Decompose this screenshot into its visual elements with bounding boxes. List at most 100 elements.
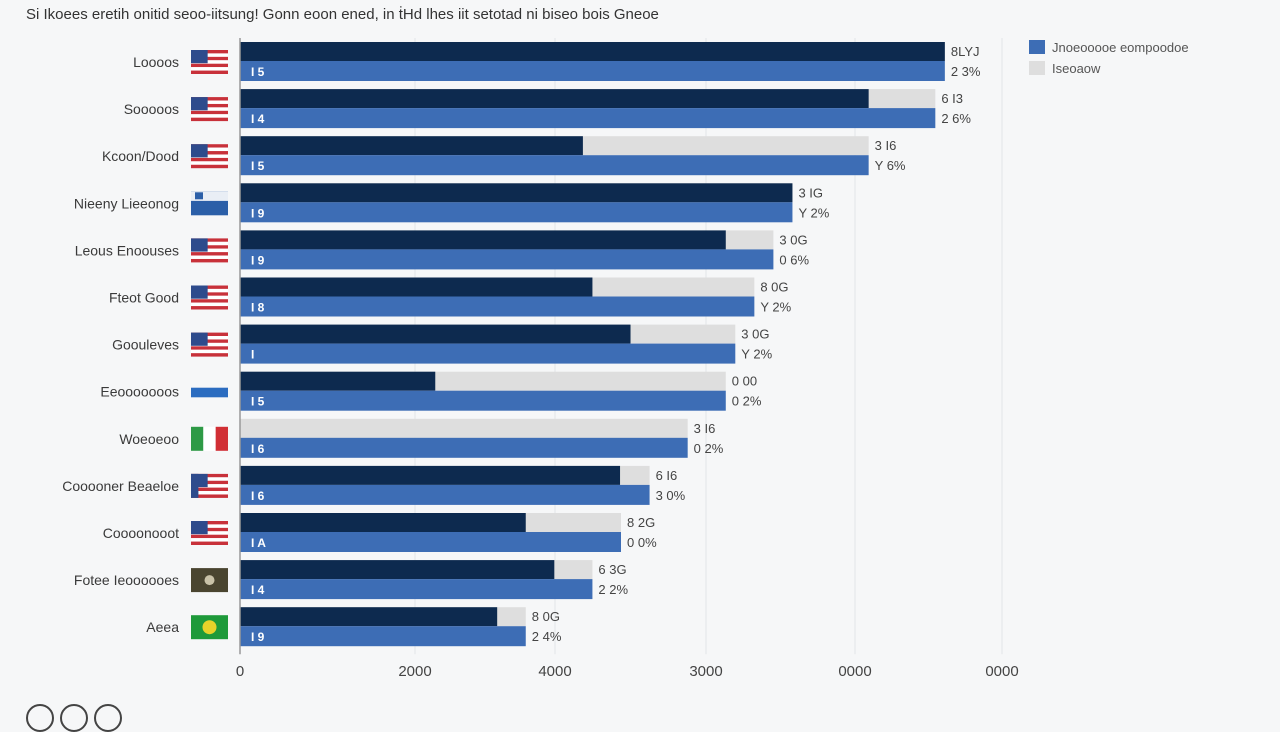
bar-blue (240, 249, 774, 270)
bar-total (240, 418, 688, 438)
bar-value-label: 6 I3 (941, 91, 963, 106)
bar-dark (240, 42, 945, 61)
bar-value-label: 3 I6 (694, 421, 716, 436)
x-tick-label: 4000 (538, 663, 571, 680)
bar-inner-label: I 5 (251, 159, 265, 173)
x-tick-label: 3000 (689, 663, 722, 680)
category-label: Eeooooooos (100, 384, 179, 400)
bar-inner-label: I 5 (251, 395, 265, 409)
legend: Jnoeooooe eompoodoe Iseoaow (1029, 40, 1189, 76)
country-flag-icon (191, 387, 228, 398)
legend-label: Iseoaow (1052, 61, 1101, 76)
bar-inner-label: I (251, 348, 254, 362)
country-flag-icon (191, 50, 228, 74)
bar-percent-label: 2 6% (941, 111, 971, 126)
country-flag-icon (191, 473, 228, 498)
legend-swatch (1029, 61, 1045, 75)
legend-swatch (1029, 40, 1045, 54)
bar-dark (240, 465, 621, 485)
country-flag-icon (191, 521, 228, 545)
category-label: Nieeny Lieeonog (74, 195, 179, 211)
bar-dark (240, 371, 436, 391)
bar-dark (240, 277, 593, 297)
x-tick-label: 0 (236, 663, 244, 680)
bar-inner-label: I 9 (251, 206, 265, 220)
bar-value-label: 3 0G (741, 327, 769, 342)
legend-label: Jnoeooooe eompoodoe (1052, 40, 1189, 55)
cc-icon[interactable] (26, 704, 54, 732)
bar-percent-label: 2 2% (598, 582, 628, 597)
bar-percent-label: 0 6% (779, 252, 809, 267)
country-flag-icon (191, 332, 228, 357)
bar-dark (240, 513, 526, 532)
bar-blue (240, 296, 755, 317)
bar-blue (240, 343, 736, 364)
country-flag-icon (191, 426, 228, 451)
bar-value-label: 6 3G (598, 562, 626, 577)
bar-blue (240, 108, 936, 129)
bar-value-label: 3 I6 (875, 138, 897, 153)
bar-percent-label: Y 6% (875, 158, 906, 173)
labels: I 5 8LYJ 2 3% Loooos I 4 6 I3 2 6% Sooooos I 5 3 … (62, 44, 981, 644)
bar-percent-label: 2 3% (951, 64, 981, 79)
flags (191, 50, 228, 640)
x-axis: 0 2000 4000 3000 0000 0000 (236, 38, 1019, 680)
bars (240, 42, 945, 647)
equals-icon[interactable] (94, 704, 122, 732)
bar-dark (240, 89, 869, 109)
bar-value-label: 8 2G (627, 515, 655, 530)
attribution-icon[interactable] (60, 704, 88, 732)
bar-value-label: 8LYJ (951, 44, 980, 59)
bar-blue (240, 390, 726, 411)
license-icons (26, 704, 122, 732)
bar-blue (240, 437, 688, 458)
country-flag-icon (191, 285, 228, 310)
category-label: Fotee Ieoooooes (74, 572, 179, 588)
bar-blue (240, 61, 945, 81)
bar-inner-label: I 9 (251, 630, 265, 644)
category-label: Goouleves (112, 337, 179, 353)
category-label: Leous Enoouses (75, 242, 179, 258)
bar-percent-label: 3 0% (656, 488, 686, 503)
bar-inner-label: I 6 (251, 442, 265, 456)
bar-percent-label: 0 0% (627, 535, 657, 550)
country-flag-icon (191, 97, 228, 122)
bar-blue (240, 579, 593, 600)
bar-value-label: 8 0G (532, 609, 560, 624)
bar-percent-label: Y 2% (741, 347, 772, 362)
bar-inner-label: I 4 (251, 583, 265, 597)
x-tick-label: 0000 (838, 663, 871, 680)
bar-value-label: 3 IG (798, 185, 823, 200)
category-label: Fteot Good (109, 290, 179, 306)
country-flag-icon (191, 238, 228, 263)
bar-value-label: 3 0G (779, 232, 807, 247)
bar-dark (240, 607, 498, 627)
bar-dark (240, 230, 726, 250)
bar-inner-label: I 9 (251, 253, 265, 267)
bar-inner-label: I 6 (251, 489, 265, 503)
bar-inner-label: I 5 (251, 65, 265, 79)
bar-inner-label: I A (251, 536, 266, 550)
country-flag-icon (191, 191, 228, 216)
bar-dark (240, 324, 631, 344)
bar-value-label: 6 I6 (656, 468, 678, 483)
category-label: Woeoeoo (119, 431, 179, 447)
bar-percent-label: 2 4% (532, 629, 562, 644)
category-label: Kcoon/Dood (102, 148, 179, 164)
bar-blue (240, 202, 793, 223)
country-flag-icon (191, 615, 228, 640)
bar-percent-label: 0 2% (732, 394, 762, 409)
bar-dark (240, 560, 555, 580)
x-tick-label: 0000 (985, 663, 1018, 680)
bar-inner-label: I 4 (251, 112, 265, 126)
bar-dark (240, 136, 583, 156)
bar-blue (240, 626, 526, 647)
bar-blue (240, 484, 650, 505)
category-label: Cooooner Beaeloe (62, 478, 179, 494)
bar-blue (240, 532, 621, 552)
bar-dark (240, 183, 793, 203)
country-flag-icon (191, 568, 228, 593)
bar-value-label: 0 00 (732, 374, 757, 389)
bar-value-label: 8 0G (760, 280, 788, 295)
